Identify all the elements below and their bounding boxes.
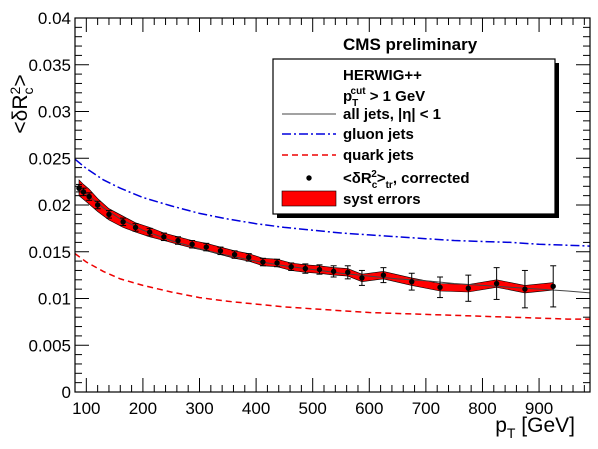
chart-title: CMS preliminary [343, 35, 478, 54]
data-point-19 [316, 266, 323, 273]
data-point-21 [345, 269, 351, 276]
data-point-28 [522, 286, 528, 292]
data-point-13 [231, 251, 238, 258]
y-tick-label-4: 0.02 [38, 196, 71, 215]
x-tick-label-5: 600 [355, 399, 383, 418]
x-tick-label-3: 400 [242, 399, 270, 418]
legend-symbol-data [306, 175, 312, 181]
data-point-12 [217, 248, 224, 254]
data-point-29 [550, 283, 556, 290]
data-point-11 [203, 244, 209, 250]
data-point-10 [189, 241, 195, 247]
data-point-25 [437, 284, 443, 290]
data-point-17 [288, 264, 294, 270]
y-tick-label-0: 0 [62, 383, 71, 402]
legend-label-4: syst errors [343, 191, 421, 208]
data-point-26 [465, 285, 472, 291]
x-tick-label-0: 100 [72, 399, 100, 418]
data-point-4 [106, 211, 112, 218]
plot-area [74, 158, 591, 320]
data-point-8 [161, 234, 167, 240]
legend-box [272, 58, 556, 215]
y-tick-label-8: 0.04 [38, 9, 71, 28]
x-tick-label-8: 900 [525, 399, 553, 418]
data-point-3 [94, 202, 101, 208]
data-point-7 [147, 229, 153, 235]
legend-label-2: quark jets [343, 147, 414, 164]
x-tick-label-6: 700 [412, 399, 440, 418]
x-tick-label-4: 500 [299, 399, 327, 418]
data-point-27 [493, 280, 500, 287]
y-tick-label-6: 0.03 [38, 103, 71, 122]
y-tick-label-2: 0.01 [38, 290, 71, 309]
data-point-24 [409, 278, 415, 285]
data-point-14 [246, 254, 252, 261]
data-point-16 [274, 260, 280, 266]
y-tick-label-1: 0.005 [28, 336, 71, 355]
legend-label-1: gluon jets [343, 126, 414, 143]
data-point-1 [80, 189, 87, 195]
x-axis-title: pT [GeV] [495, 414, 575, 441]
data-point-20 [330, 268, 337, 275]
axes: 0 0.005 0.01 0.015 0.02 0.025 0.03 0.035 0.04 100… [7, 9, 591, 441]
data-point-6 [132, 224, 139, 231]
legend-symbol-syst [281, 190, 337, 207]
y-tick-label-3: 0.015 [28, 243, 71, 262]
y-tick-label-7: 0.035 [28, 56, 71, 75]
x-tick-label-7: 800 [468, 399, 496, 418]
x-tick-label-2: 300 [185, 399, 213, 418]
legend-label-3: <δRc2>tr, corrected [343, 169, 470, 191]
data-point-2 [86, 193, 92, 200]
data-point-15 [260, 259, 266, 265]
data-point-5 [120, 219, 126, 225]
data-point-22 [359, 275, 365, 281]
y-tick-label-5: 0.025 [28, 149, 71, 168]
legend-label-0: all jets, |η| < 1 [343, 106, 441, 123]
series-line-2 [77, 184, 591, 294]
series-line-0 [74, 158, 591, 247]
data-point-9 [175, 237, 181, 244]
data-point-0 [76, 185, 82, 191]
legend-header: HERWIG++ [343, 67, 422, 84]
data-point-18 [302, 265, 309, 272]
data-point-23 [380, 272, 387, 278]
legend-subheader: pTcut > 1 GeV [343, 86, 425, 109]
y-axis-title: <δRc2> [7, 74, 36, 133]
x-tick-label-1: 200 [129, 399, 157, 418]
